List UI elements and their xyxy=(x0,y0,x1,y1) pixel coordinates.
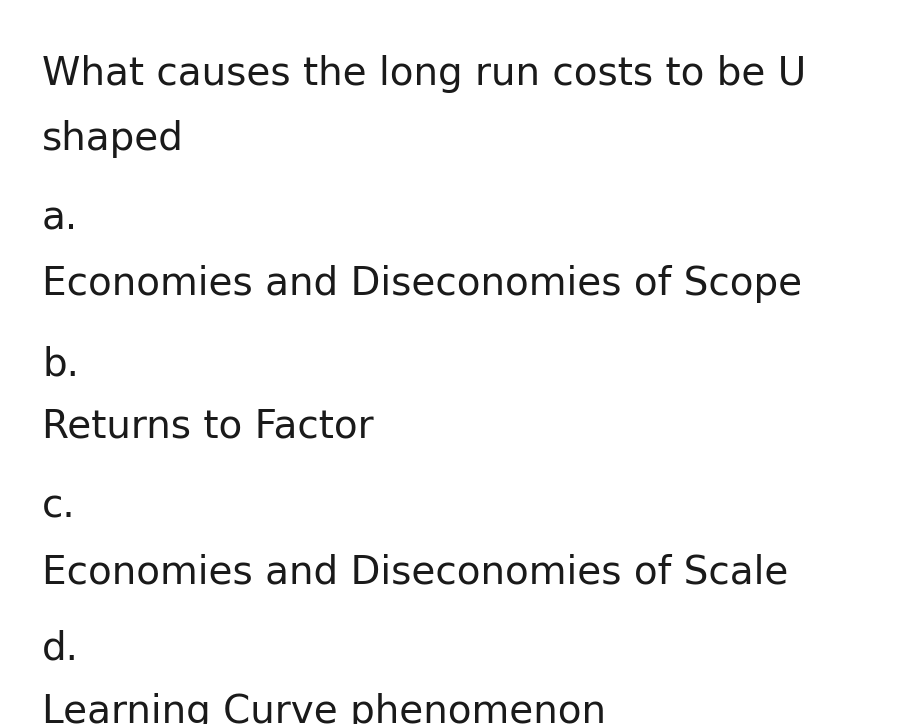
Text: Economies and Diseconomies of Scale: Economies and Diseconomies of Scale xyxy=(42,553,788,591)
Text: What causes the long run costs to be U: What causes the long run costs to be U xyxy=(42,55,807,93)
Text: shaped: shaped xyxy=(42,120,184,158)
Text: Economies and Diseconomies of Scope: Economies and Diseconomies of Scope xyxy=(42,265,802,303)
Text: c.: c. xyxy=(42,488,76,526)
Text: Learning Curve phenomenon: Learning Curve phenomenon xyxy=(42,693,606,724)
Text: a.: a. xyxy=(42,200,78,238)
Text: b.: b. xyxy=(42,345,79,383)
Text: Returns to Factor: Returns to Factor xyxy=(42,408,374,446)
Text: d.: d. xyxy=(42,630,79,668)
